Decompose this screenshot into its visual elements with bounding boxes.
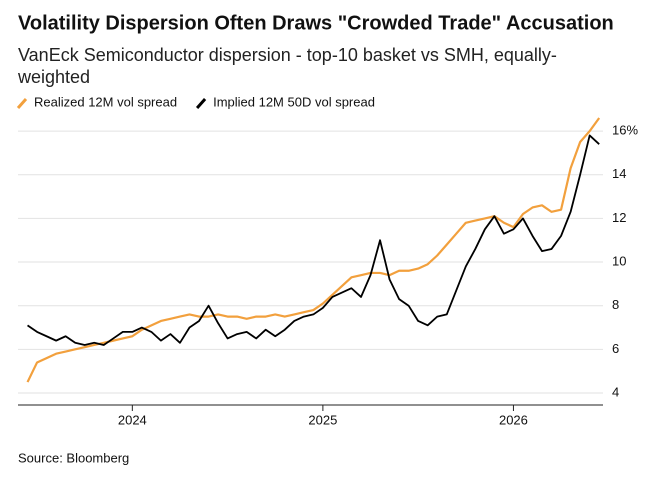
y-tick-label: 8 (612, 297, 619, 312)
series-line (26, 117, 601, 383)
y-tick-label: 12 (612, 210, 626, 225)
y-tick-label: 14 (612, 166, 626, 181)
legend-swatch (195, 98, 207, 109)
y-tick-label: 6 (612, 341, 619, 356)
y-tick-label: 16% (612, 123, 638, 138)
x-tick-label: 2025 (308, 412, 337, 427)
legend-label: Implied 12M 50D vol spread (213, 94, 375, 109)
y-tick-label: 4 (612, 384, 619, 399)
y-tick-label: 10 (612, 253, 626, 268)
series-line (27, 134, 600, 346)
chart-subtitle: VanEck Semiconductor dispersion - top-10… (18, 45, 557, 87)
x-tick-label: 2024 (118, 412, 147, 427)
source: Source: Bloomberg (18, 450, 129, 465)
legend-label: Realized 12M vol spread (34, 94, 177, 109)
chart-title: Volatility Dispersion Often Draws "Crowd… (18, 12, 614, 34)
legend-swatch (16, 98, 28, 109)
x-tick-label: 2026 (499, 412, 528, 427)
